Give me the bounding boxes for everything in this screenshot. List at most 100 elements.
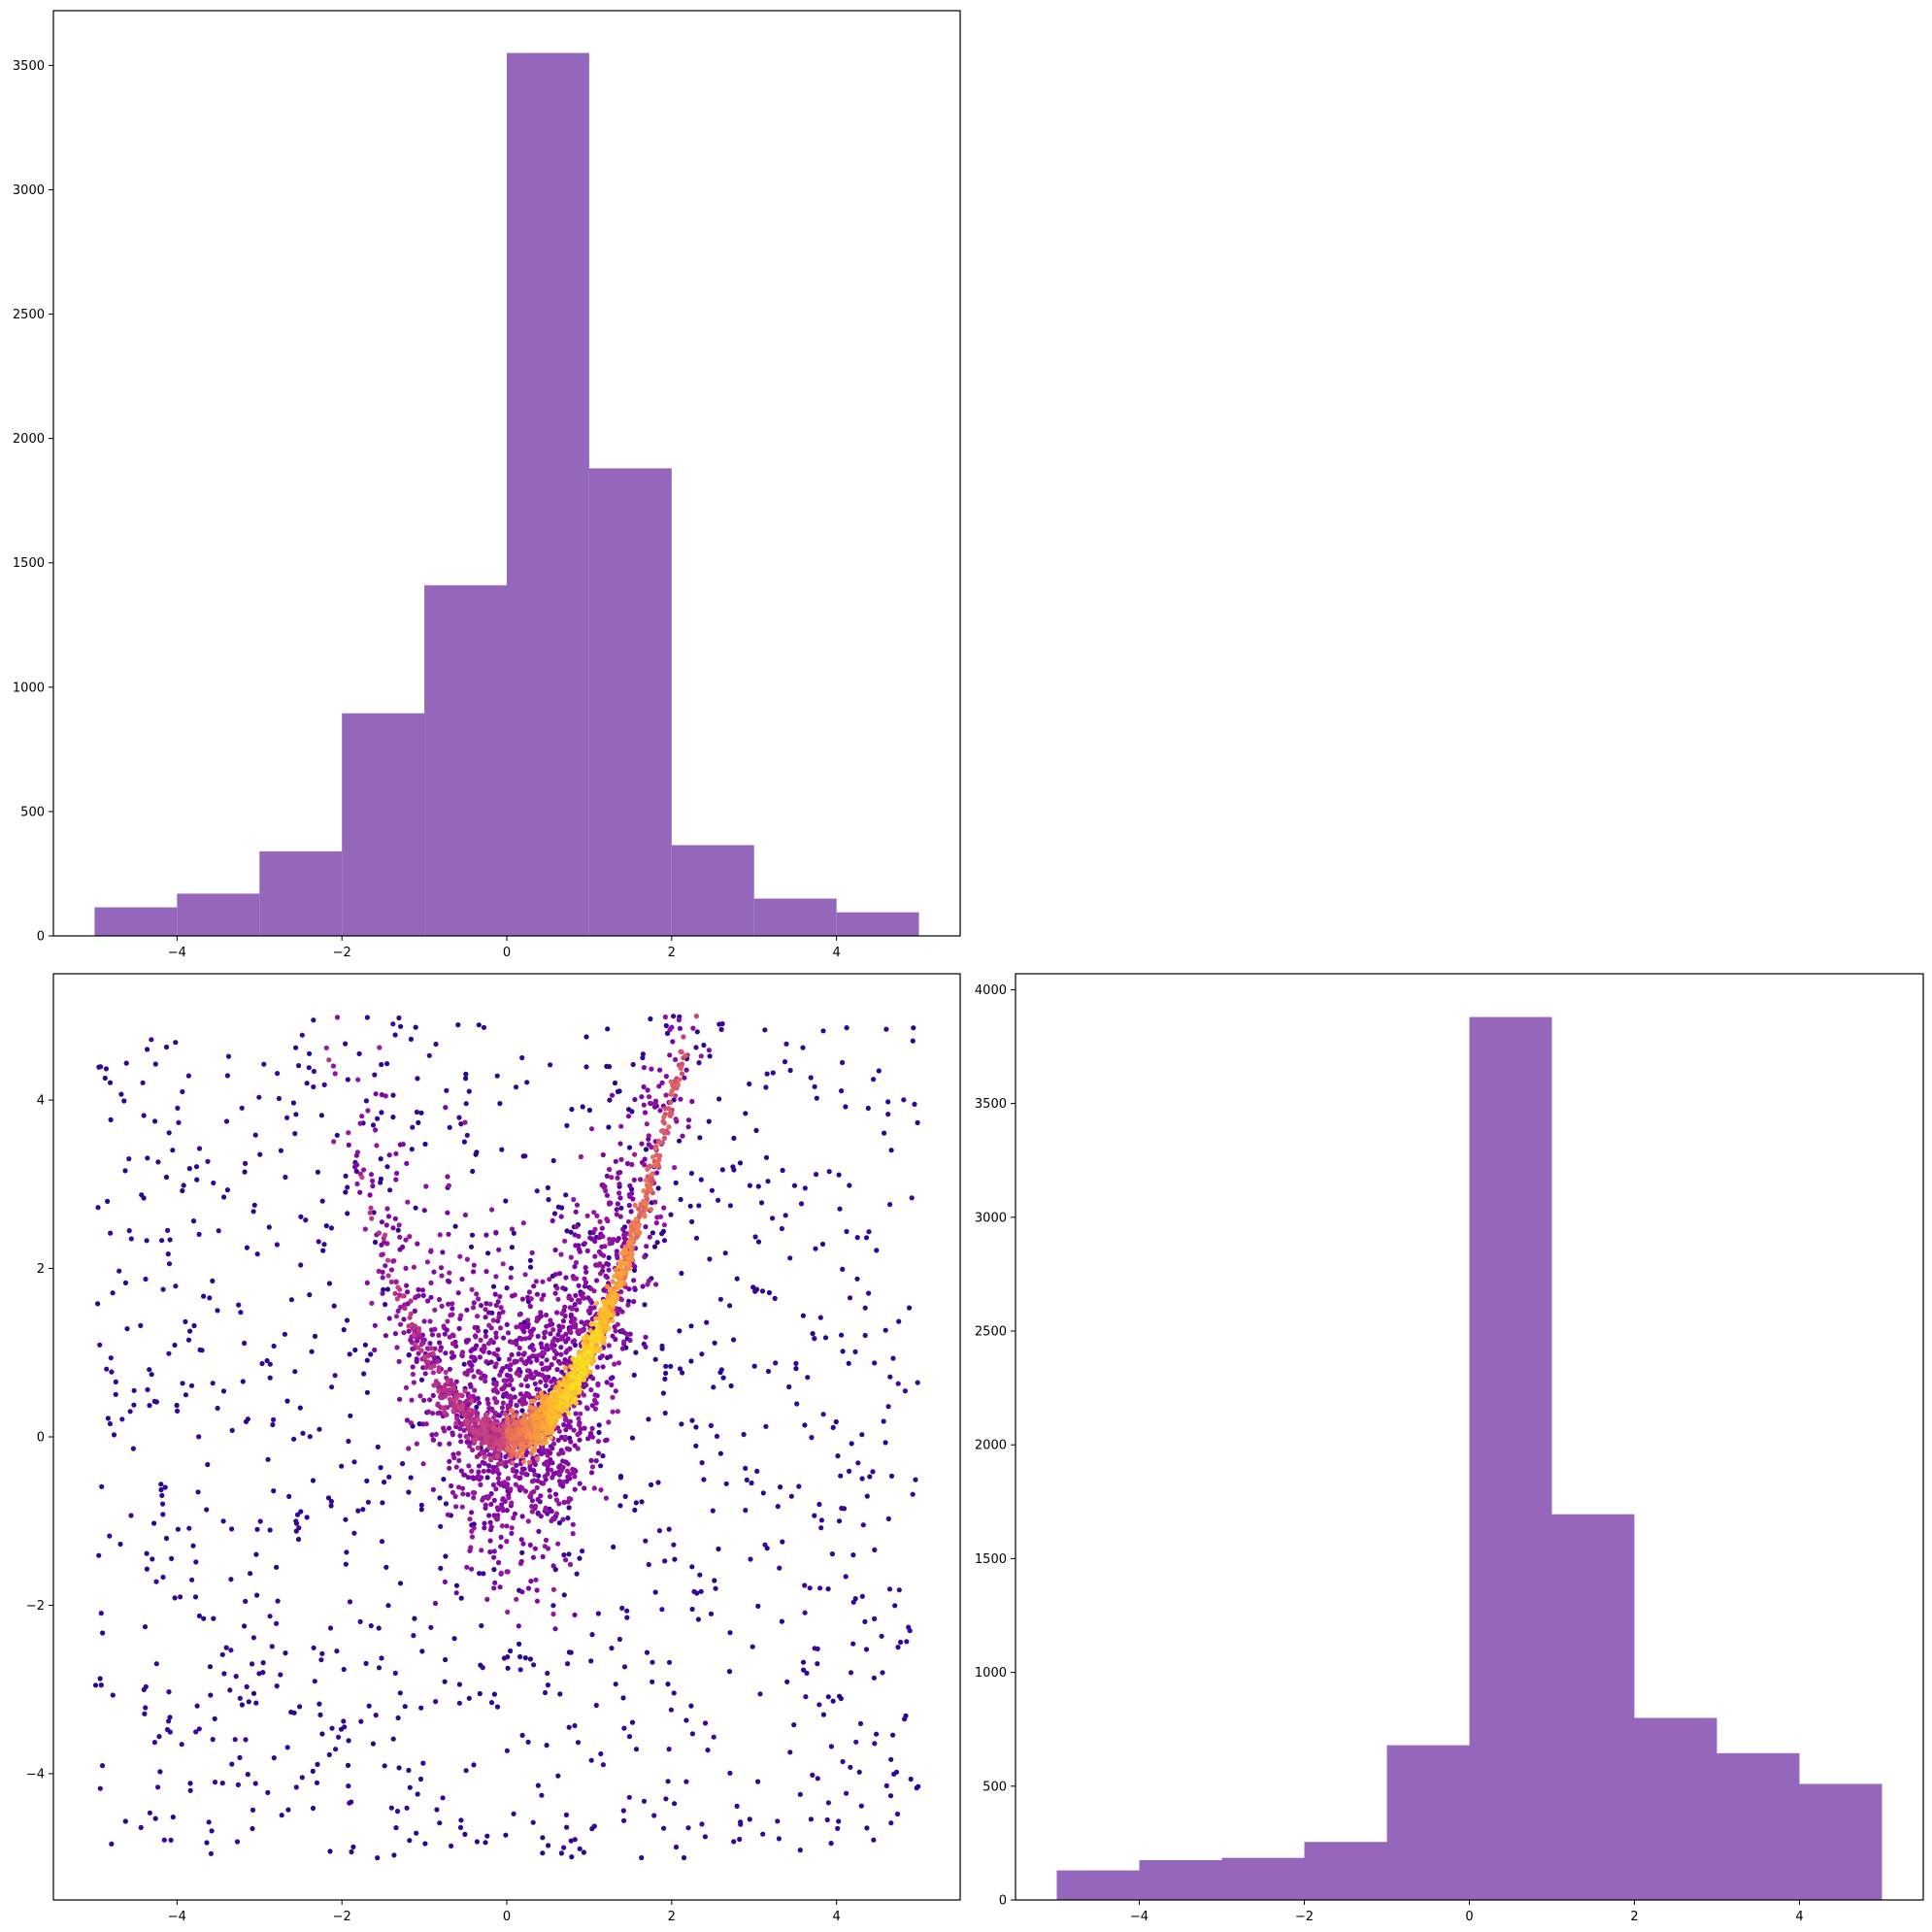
scatter-point	[554, 1385, 561, 1391]
scatter-point	[397, 1234, 403, 1240]
hist1-ytick-label: 2000	[13, 432, 45, 447]
scatter-point	[770, 1070, 776, 1076]
scatter-point	[844, 1228, 849, 1235]
hist1-xtick-label: 2	[668, 946, 676, 960]
scatter-point	[633, 1747, 640, 1752]
scatter-point	[450, 1354, 455, 1360]
scatter-point	[562, 1416, 568, 1422]
scatter-point	[604, 1192, 611, 1198]
scatter-point	[372, 1239, 379, 1246]
hist2-bar	[1304, 1842, 1387, 1900]
scatter-point	[550, 1327, 556, 1333]
scatter-point	[594, 1300, 600, 1306]
scatter-point	[569, 1306, 575, 1312]
scatter-point	[511, 1230, 516, 1236]
scatter-point	[107, 1420, 113, 1427]
scatter-point	[450, 1306, 455, 1312]
scatter-point	[502, 1411, 508, 1416]
scatter-point	[315, 1761, 320, 1767]
scatter-point	[257, 1518, 263, 1524]
scatter-point	[485, 1468, 491, 1474]
scatter-point	[644, 1201, 650, 1207]
scatter-point	[610, 1394, 616, 1400]
scatter-point	[604, 1380, 610, 1385]
scatter-point	[475, 1328, 482, 1334]
scatter-point	[642, 1162, 648, 1168]
scatter-point	[95, 1205, 101, 1211]
scatter-point	[569, 1107, 575, 1113]
scatter-point	[420, 1461, 426, 1467]
scatter-point	[528, 1398, 535, 1404]
scatter-point	[595, 1611, 602, 1616]
scatter-point	[491, 1691, 497, 1697]
scatter-point	[379, 1655, 384, 1661]
scatter-point	[871, 1837, 877, 1843]
scatter-point	[471, 1476, 477, 1482]
scatter-point	[546, 1197, 551, 1203]
scatter-point	[741, 1431, 747, 1438]
scatter-point	[588, 1757, 594, 1763]
scatter-point	[496, 1315, 502, 1320]
scatter-point	[588, 1470, 595, 1476]
scatter-point	[472, 1438, 478, 1444]
scatter-point	[661, 1825, 667, 1831]
scatter-point	[482, 1417, 487, 1423]
hist2-ytick-label: 4000	[975, 983, 1007, 998]
scatter-point	[516, 1366, 522, 1373]
scatter-point	[384, 1061, 390, 1067]
scatter-point	[565, 1461, 571, 1467]
scatter-point	[453, 1504, 459, 1510]
scatter-point	[697, 1572, 703, 1578]
scatter-point	[435, 1381, 442, 1387]
scatter-point	[505, 1654, 511, 1660]
scatter-point	[450, 1408, 456, 1414]
scatter-point	[699, 1460, 705, 1466]
scatter-point	[349, 1849, 354, 1855]
scatter-point	[633, 1349, 639, 1355]
scatter-point	[384, 1241, 390, 1247]
scatter-point	[512, 1292, 517, 1298]
scatter-point	[642, 1110, 649, 1116]
scatter-point	[586, 1107, 593, 1114]
scatter-point	[698, 1588, 704, 1594]
scatter-point	[446, 1425, 452, 1431]
scatter-point	[677, 1366, 683, 1372]
scatter-point	[143, 1683, 149, 1689]
scatter-point	[734, 1803, 740, 1809]
scatter-point	[722, 1250, 728, 1256]
scatter-point	[293, 1045, 299, 1050]
scatter-point	[580, 1549, 585, 1554]
scatter-point	[393, 1279, 399, 1284]
scatter-point	[627, 1183, 633, 1188]
scatter-point	[387, 1187, 393, 1193]
scatter-point	[412, 1342, 417, 1348]
scatter-point	[912, 1101, 917, 1107]
scatter-point	[902, 1716, 908, 1722]
scatter-point	[405, 1199, 411, 1205]
scatter-point	[572, 1474, 578, 1480]
scatter-point	[486, 1513, 492, 1518]
scatter-point	[605, 1299, 611, 1305]
scatter-point	[418, 1348, 424, 1353]
scatter-point	[720, 1375, 726, 1381]
hist2-ytick-label: 2500	[975, 1325, 1007, 1340]
scatter-point	[431, 1382, 437, 1388]
scatter-point	[488, 1455, 494, 1461]
scatter-point	[649, 1145, 654, 1150]
scatter-point	[493, 1361, 499, 1367]
scatter-point	[497, 1584, 503, 1590]
scatter-point	[532, 1503, 539, 1510]
scatter-point	[496, 1471, 502, 1477]
hist2-ytick-label: 1000	[975, 1666, 1007, 1681]
scatter-point	[593, 1458, 599, 1464]
scatter-point	[161, 1837, 167, 1843]
scatter-point	[408, 1311, 414, 1316]
scatter-point	[445, 1318, 450, 1324]
scatter-point	[865, 1105, 871, 1112]
scatter-point	[538, 1310, 544, 1316]
scatter-point	[384, 1164, 390, 1170]
scatter-point	[535, 1478, 541, 1483]
scatter-point	[351, 1530, 357, 1536]
scatter-point	[727, 1303, 733, 1309]
scatter-point	[446, 1183, 451, 1188]
